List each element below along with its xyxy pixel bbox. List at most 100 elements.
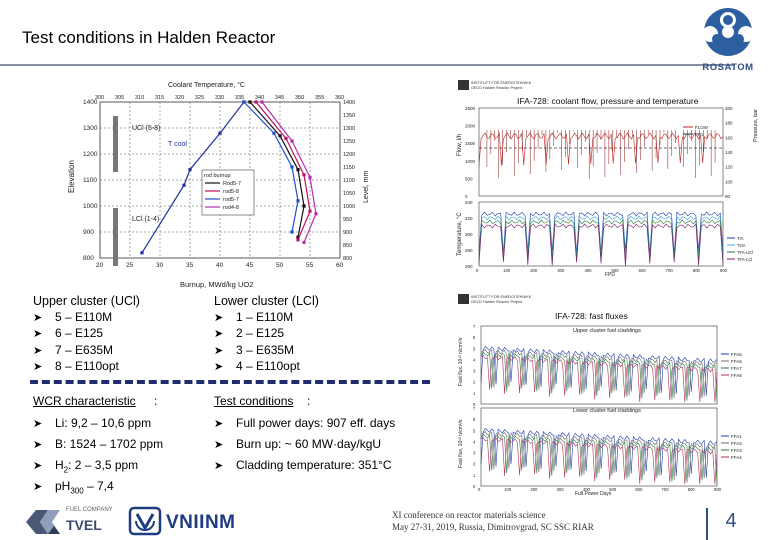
chart1-y-tick-right: 1400 [343, 100, 355, 106]
lower-item-text: 4 – E110opt [236, 359, 300, 373]
chart1-top-tick: 350 [295, 95, 304, 101]
chart2-top-left-tick: 2500 [465, 106, 476, 111]
chart3-legend-label: FFA3 [731, 448, 742, 453]
chart3-lower-tick: 2 [473, 462, 476, 467]
chart2-top-left-tick: 2000 [465, 124, 476, 129]
page-title: Test conditions in Halden Reactor [22, 28, 276, 47]
chart3-upper-tick: 6 [473, 335, 476, 340]
lower-item-text: 3 – E635M [236, 342, 295, 357]
chart1-y-tick-left: 1300 [83, 125, 98, 132]
chart1-y-tick-right: 1200 [343, 152, 355, 158]
chart2-header-2: OECD Halden Reactor Project [471, 86, 523, 90]
wcr-ph-prefix: pH [55, 479, 71, 493]
chart1-top-tick: 320 [175, 95, 184, 101]
chart3-legend-label: FFA1 [731, 434, 742, 439]
chart1-point [218, 131, 222, 135]
chart1-point [182, 183, 186, 187]
chart3-upper-tick: 7 [473, 324, 476, 329]
chart1-y-tick-left: 1400 [83, 99, 98, 106]
chart3-x-tick: 500 [609, 487, 617, 492]
chart3-lower-label: Lower cluster fuel claddings [573, 408, 641, 414]
chart3-legend-label: FFA4 [731, 455, 742, 460]
arrow-bullet-icon: ➤ [214, 361, 224, 373]
chart1-title: Coolant Temperature, °C [168, 81, 245, 89]
chart2-top-ylabel: Flow, l/h [457, 134, 463, 156]
ife-logo-icon-2 [458, 294, 469, 304]
chart2-top-right-tick: 100 [725, 179, 733, 184]
chart1-y-tick-left: 1100 [83, 177, 97, 184]
chart3-legend-label: FFA6 [731, 359, 742, 364]
list-item: ➤ 5 – E110M [33, 310, 140, 327]
burnup-profile-chart: Coolant Temperature, °C Burnup, MWd/kg U… [40, 78, 380, 290]
dashed-divider [30, 380, 430, 384]
chart2-x-tick: 700 [666, 268, 674, 273]
chart3-upper-tick: 4 [473, 357, 476, 362]
chart2-top-left-tick: 1000 [465, 159, 476, 164]
chart3-upper-tick: 1 [473, 391, 476, 396]
upper-item-text: 7 – E635M [55, 342, 114, 357]
flow-chart-svg: INSTITUTT FOR ENERGITEKNIKK OECD Halden … [455, 78, 760, 278]
chart2-title: IFA-728: coolant flow, pressure and temp… [517, 96, 699, 106]
chart3-x-tick: 700 [662, 487, 670, 492]
chart1-point [290, 230, 294, 234]
wcr-b: ➤ B: 1524 – 1702 ppm [33, 437, 163, 451]
arrow-bullet-icon: ➤ [33, 344, 43, 357]
chart2-top-right-tick: 200 [725, 106, 733, 111]
chart3-upper-tick: 0 [473, 402, 476, 407]
chart2-top-right-tick: 120 [725, 165, 733, 170]
arrow-bullet-icon: ➤ [33, 460, 43, 472]
chart1-x-tick: 25 [126, 262, 134, 269]
chart1-y-tick-right: 1350 [343, 113, 355, 119]
chart2-top-left-tick: 0 [465, 194, 468, 199]
chart3-lower-tick: 4 [473, 439, 476, 444]
chart3-x-tick: 400 [583, 487, 591, 492]
chart1-y-tick-right: 850 [343, 243, 352, 249]
chart3-title: IFA-728: fast fluxes [555, 311, 628, 321]
chart1-x-tick: 60 [336, 262, 344, 269]
lcl-label: LCl (1-4) [132, 216, 159, 223]
chart2-xlabel: FPD [605, 272, 615, 278]
list-item: ➤ 7 – E635M [33, 343, 140, 360]
rosatom-logo-icon [702, 8, 755, 56]
footer-line-1: XI conference on reactor materials scien… [392, 510, 546, 520]
chart2-top-right-tick: 140 [725, 150, 733, 155]
chart1-xlabel: Burnup, MWd/kg UO2 [180, 280, 253, 289]
chart2-top-right-tick: 160 [725, 135, 733, 140]
test-condition-text: Burn up: ~ 60 MW·day/kgU [236, 437, 382, 451]
chart3-lower-tick: 3 [473, 451, 476, 456]
chart2-x-tick: 500 [612, 268, 620, 273]
list-item: ➤ 6 – E125 [33, 326, 140, 343]
chart1-x-tick: 55 [306, 262, 314, 269]
chart1-top-tick: 325 [195, 95, 204, 101]
chart3-lower-tick: 0 [473, 484, 476, 489]
wcr-h2-prefix: H [55, 458, 64, 472]
arrow-bullet-icon: ➤ [214, 418, 224, 430]
chart3-flux-trace [480, 351, 718, 403]
title-divider [0, 64, 735, 66]
tcool-label: T cool [168, 141, 187, 148]
conference-footer: XI conference on reactor materials scien… [392, 509, 594, 533]
wcr-ph: ➤ pH300 – 7,4 [33, 479, 114, 495]
chart1-top-tick: 310 [135, 95, 144, 101]
chart3-xlabel: Full Power Days [575, 491, 612, 497]
arrow-bullet-icon: ➤ [214, 439, 224, 451]
chart1-x-tick: 45 [246, 262, 254, 269]
footer-line-2: May 27-31, 2019, Russia, Dimitrovgrad, S… [392, 522, 594, 532]
test-condition-item: ➤ Cladding temperature: 351°C [214, 458, 392, 472]
wcr-ph-sub: 300 [70, 486, 84, 496]
test-conditions-heading-text: Test conditions [214, 394, 294, 408]
chart1-point [290, 165, 294, 169]
ucl-bar [113, 116, 118, 172]
chart2-temp-trace [478, 223, 724, 267]
arrow-bullet-icon: ➤ [214, 311, 224, 324]
chart1-y-tick-right: 950 [343, 217, 352, 223]
list-item: ➤ 4 – E110opt [214, 359, 319, 376]
arrow-bullet-icon: ➤ [214, 344, 224, 357]
chart1-top-tick: 355 [315, 95, 324, 101]
wcr-heading: WCR characteristic [33, 394, 136, 408]
chart3-upper-tick: 2 [473, 380, 476, 385]
wcr-h2: ➤ H2: 2 – 3,5 ppm [33, 458, 138, 474]
chart1-point [254, 100, 258, 104]
chart3-x-tick: 200 [530, 487, 538, 492]
chart2-temp-trace [478, 219, 724, 263]
